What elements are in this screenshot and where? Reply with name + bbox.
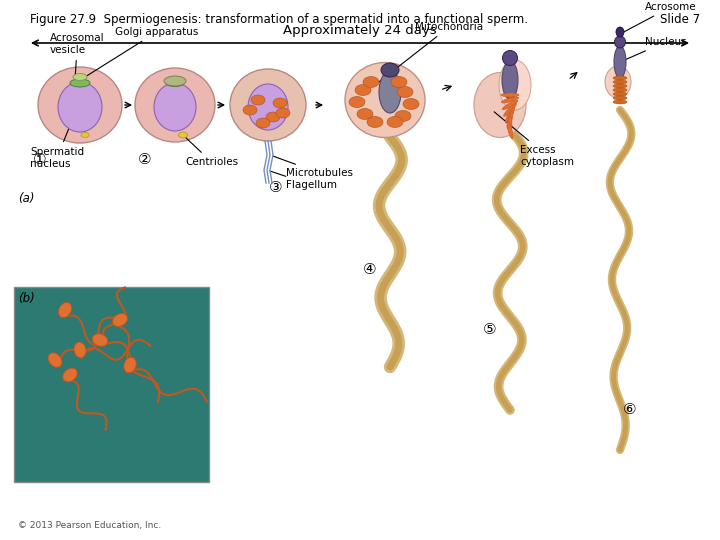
Ellipse shape [355,84,371,96]
Text: ④: ④ [363,262,377,278]
Ellipse shape [403,98,419,110]
Text: ①: ① [33,152,47,167]
Text: Spermatid
nucleus: Spermatid nucleus [30,116,84,168]
Ellipse shape [74,342,86,358]
Ellipse shape [345,63,425,138]
Ellipse shape [395,111,411,122]
Ellipse shape [474,72,526,138]
Ellipse shape [503,104,516,117]
Ellipse shape [501,97,518,103]
Ellipse shape [73,73,87,80]
Ellipse shape [243,105,257,115]
Ellipse shape [251,95,265,105]
Text: Centrioles: Centrioles [185,137,238,167]
Ellipse shape [613,100,627,104]
Text: Microtubules: Microtubules [273,156,353,178]
Text: © 2013 Pearson Education, Inc.: © 2013 Pearson Education, Inc. [18,521,161,530]
Ellipse shape [397,86,413,98]
Ellipse shape [38,67,122,143]
Ellipse shape [81,132,89,138]
Text: ⑥: ⑥ [624,402,636,417]
Ellipse shape [502,61,518,99]
Text: (b): (b) [18,292,35,305]
Ellipse shape [276,108,290,118]
Ellipse shape [614,46,626,78]
Ellipse shape [135,68,215,142]
Ellipse shape [58,302,71,318]
Ellipse shape [58,82,102,132]
Ellipse shape [613,84,627,88]
Ellipse shape [503,51,518,65]
Ellipse shape [92,334,108,346]
Ellipse shape [230,69,306,141]
Text: Acrosome: Acrosome [623,2,697,33]
Ellipse shape [124,357,136,373]
Ellipse shape [613,96,627,100]
Ellipse shape [166,79,184,86]
Ellipse shape [508,116,512,134]
Text: (a): (a) [18,192,35,205]
Text: Figure 27.9  Spermiogenesis: transformation of a spermatid into a functional spe: Figure 27.9 Spermiogenesis: transformati… [30,13,528,26]
Ellipse shape [507,111,513,129]
Ellipse shape [505,107,515,123]
Ellipse shape [613,88,627,92]
Text: Golgi apparatus: Golgi apparatus [87,27,199,76]
Text: ③: ③ [269,179,283,194]
Ellipse shape [164,76,186,86]
Ellipse shape [248,84,288,130]
Ellipse shape [605,66,631,98]
Ellipse shape [613,76,627,80]
Ellipse shape [501,93,519,97]
Ellipse shape [391,77,407,87]
Ellipse shape [379,71,401,113]
Ellipse shape [367,117,383,127]
Text: Nucleus: Nucleus [623,37,687,61]
Ellipse shape [357,109,373,119]
Ellipse shape [613,92,627,96]
Text: Flagellum: Flagellum [269,171,337,190]
Text: Approximately 24 days: Approximately 24 days [283,24,437,37]
Ellipse shape [273,98,287,108]
Ellipse shape [499,60,531,110]
Text: Mitochondria: Mitochondria [377,22,483,83]
Ellipse shape [387,117,403,127]
Ellipse shape [179,132,187,138]
Ellipse shape [256,118,270,128]
Ellipse shape [507,122,513,139]
Bar [14,287,209,482]
Ellipse shape [616,27,624,37]
Ellipse shape [614,36,626,48]
Text: Excess
cytoplasm: Excess cytoplasm [494,112,574,167]
Ellipse shape [63,368,77,382]
Text: Acrosomal
vesicle: Acrosomal vesicle [50,33,104,77]
Ellipse shape [381,63,399,77]
Text: Slide 7: Slide 7 [660,13,700,26]
Text: ⑤: ⑤ [483,322,497,338]
Ellipse shape [154,83,196,131]
Ellipse shape [70,79,90,87]
Ellipse shape [363,77,379,87]
Ellipse shape [48,353,62,367]
Text: ②: ② [138,152,152,167]
Ellipse shape [112,313,127,327]
Ellipse shape [502,100,518,110]
Ellipse shape [613,80,627,84]
Ellipse shape [266,112,280,122]
Ellipse shape [349,97,365,107]
